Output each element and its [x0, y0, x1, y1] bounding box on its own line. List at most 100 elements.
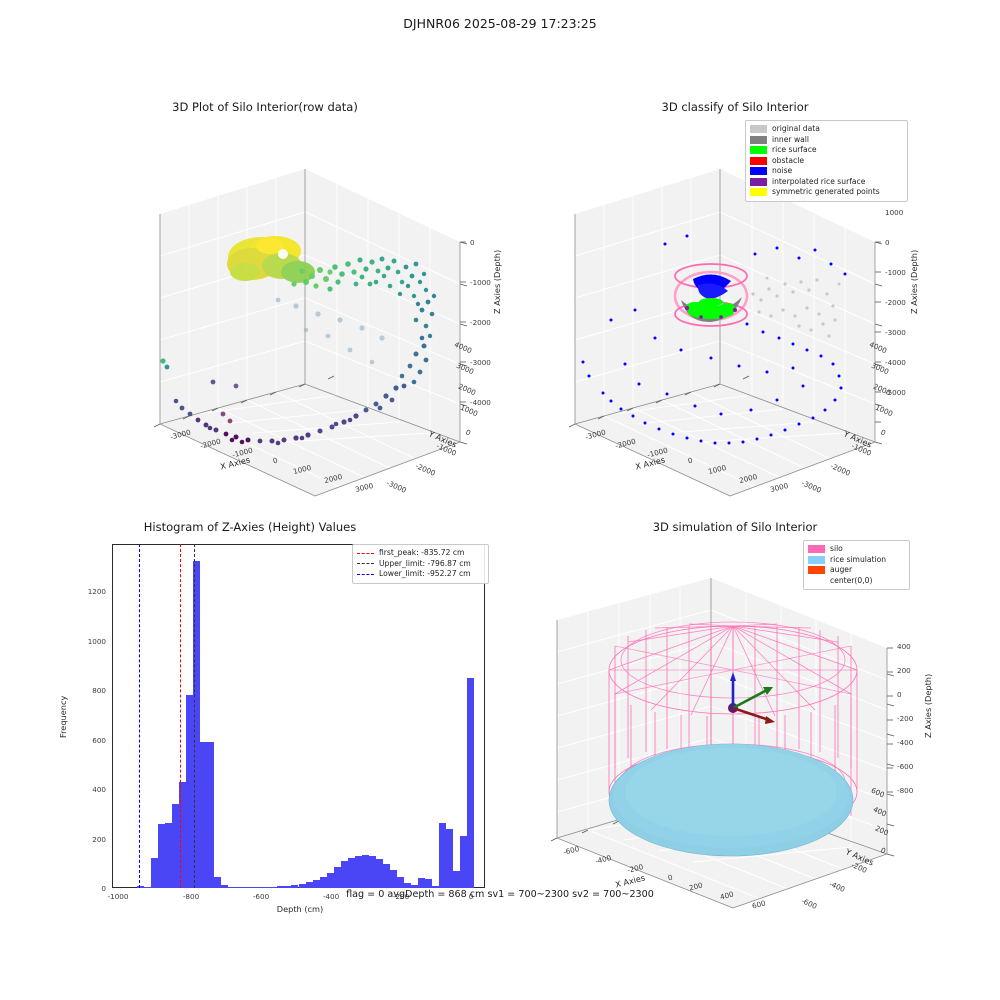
- legend-item-original-data: original data: [750, 124, 902, 135]
- classify-zaxis-label: Z Axies (Depth): [909, 249, 919, 314]
- sim-ztick--600: -600: [897, 762, 914, 771]
- histogram-bar: [432, 885, 440, 888]
- hist-yaxis-label: Frequency: [58, 695, 68, 738]
- legend-swatch-symmetric: [750, 188, 767, 197]
- histogram-bar: [375, 858, 383, 888]
- histogram-bar: [221, 885, 229, 888]
- histogram-left-spine: [112, 544, 113, 888]
- status-line: flag = 0 avgDepth = 868 cm sv1 = 700~230…: [346, 889, 654, 900]
- legend-swatch-auger: [808, 566, 825, 575]
- hist-xtick--1000: -1000: [107, 892, 129, 901]
- histogram-bars: [112, 544, 485, 888]
- histogram-bar: [242, 887, 250, 888]
- histogram-bar: [368, 855, 376, 888]
- legend-line-upper-limit: [357, 563, 374, 565]
- histogram-bar: [207, 742, 215, 888]
- legend-swatch-obstacle: [750, 156, 767, 165]
- legend-swatch-rice-simulation: [808, 555, 825, 564]
- histogram-bar: [312, 879, 320, 888]
- histogram-right-spine: [484, 544, 485, 888]
- histogram-plot-area: [112, 544, 485, 888]
- legend-item-silo: silo: [808, 544, 904, 555]
- histogram-first_peak-line: [180, 544, 182, 888]
- histogram-bar: [185, 694, 193, 888]
- histogram-bar: [404, 882, 412, 888]
- histogram-threshold-lines: [112, 544, 485, 888]
- histogram-bar: [418, 878, 426, 888]
- plot-raw-3d-axes: [153, 169, 468, 497]
- histogram-bar: [249, 887, 257, 888]
- classify-point-cloud: [581, 234, 847, 445]
- classify-ytick--3000: -3000: [800, 478, 823, 495]
- histogram-bar: [382, 864, 390, 888]
- legend-label-rice-simulation: rice simulation: [830, 554, 887, 564]
- raw-ytick--3000: -3000: [385, 478, 408, 495]
- figure-suptitle: DJHNR06 2025-08-29 17:23:25: [403, 16, 597, 31]
- legend-label-upper-limit: Upper_limit: -796.87 cm: [379, 558, 471, 568]
- sim-ztick-200: 200: [897, 666, 911, 675]
- sim-ztick--800: -800: [897, 786, 914, 795]
- raw-point-cloud: [160, 236, 437, 446]
- legend-label-noise: noise: [772, 166, 793, 175]
- histogram-bar: [199, 742, 207, 888]
- legend-item-center: center(0,0): [808, 576, 904, 587]
- histogram-lower_limit-line: [139, 544, 141, 888]
- plot-histogram: Histogram of Z-Axies (Height) Values fir…: [30, 516, 500, 916]
- hist-xtick--600: -600: [252, 892, 270, 901]
- sim-ztick-400: 400: [897, 642, 911, 651]
- hist-xtick-0: 0: [468, 892, 474, 901]
- hist-ytick-1000: 1000: [87, 637, 106, 646]
- classify-ztick--1000: -1000: [885, 268, 906, 277]
- histogram-legend: first_peak: -835.72 cm Upper_limit: -796…: [352, 544, 489, 584]
- histogram-bar: [397, 876, 405, 888]
- histogram-bar: [192, 561, 200, 888]
- histogram-bar: [446, 828, 454, 888]
- legend-label-inner-wall: inner wall: [772, 134, 810, 144]
- raw-ztick--3000: -3000: [470, 358, 491, 367]
- rice-simulation-surface: [608, 743, 854, 857]
- raw-ztick--1000: -1000: [470, 278, 491, 287]
- histogram-bar: [178, 781, 186, 888]
- legend-item-noise: noise: [750, 166, 902, 177]
- histogram-bar: [291, 884, 299, 888]
- hist-xaxis-label: Depth (cm): [276, 904, 324, 914]
- legend-label-auger: auger: [830, 565, 853, 574]
- plot-simulation-3d-title: 3D simulation of Silo Interior: [652, 520, 818, 534]
- legend-item-auger: auger: [808, 565, 904, 576]
- plot-simulation-3d-axes: [550, 578, 895, 909]
- legend-line-first-peak: [357, 552, 374, 554]
- histogram-bar: [354, 856, 362, 888]
- histogram-bar: [411, 884, 419, 888]
- legend-item-inner-wall: inner wall: [750, 135, 902, 146]
- histogram-bar: [157, 824, 165, 888]
- histogram-upper_limit-line: [194, 544, 196, 888]
- plot-raw-3d-title: 3D Plot of Silo Interior(row data): [172, 100, 358, 114]
- sim-xtick-600: 600: [751, 898, 767, 911]
- legend-item-symmetric-generated-points: symmetric generated points: [750, 187, 902, 198]
- histogram-bar: [235, 887, 243, 888]
- hist-ytick-400: 400: [92, 785, 106, 794]
- histogram-bar: [214, 876, 222, 888]
- histogram-bar: [263, 886, 271, 888]
- legend-swatch-rice-surface: [750, 146, 767, 155]
- legend-item-lower-limit: Lower_limit: -952.27 cm: [357, 569, 483, 580]
- sim-ztick--200: -200: [897, 714, 914, 723]
- histogram-bar: [171, 803, 179, 888]
- plot-classify-3d-axes: [568, 169, 883, 497]
- histogram-bar: [298, 883, 306, 888]
- legend-item-rice-simulation: rice simulation: [808, 555, 904, 566]
- legend-label-lower-limit: Lower_limit: -952.27 cm: [379, 569, 471, 578]
- histogram-bar: [143, 886, 151, 888]
- histogram-bar: [228, 886, 236, 888]
- legend-swatch-center: [808, 577, 825, 585]
- plot-simulation-3d: 3D simulation of Silo Interior: [515, 516, 985, 911]
- legend-item-interpolated-rice-surface: interpolated rice surface: [750, 177, 902, 188]
- histogram-bar: [389, 870, 398, 888]
- plot-histogram-title: Histogram of Z-Axies (Height) Values: [143, 520, 357, 534]
- classify-legend: original data inner wall rice surface ob…: [745, 120, 908, 202]
- legend-swatch-original-data: [750, 125, 767, 134]
- histogram-bar: [425, 878, 433, 888]
- histogram-bar: [270, 886, 278, 888]
- histogram-bar: [453, 871, 461, 888]
